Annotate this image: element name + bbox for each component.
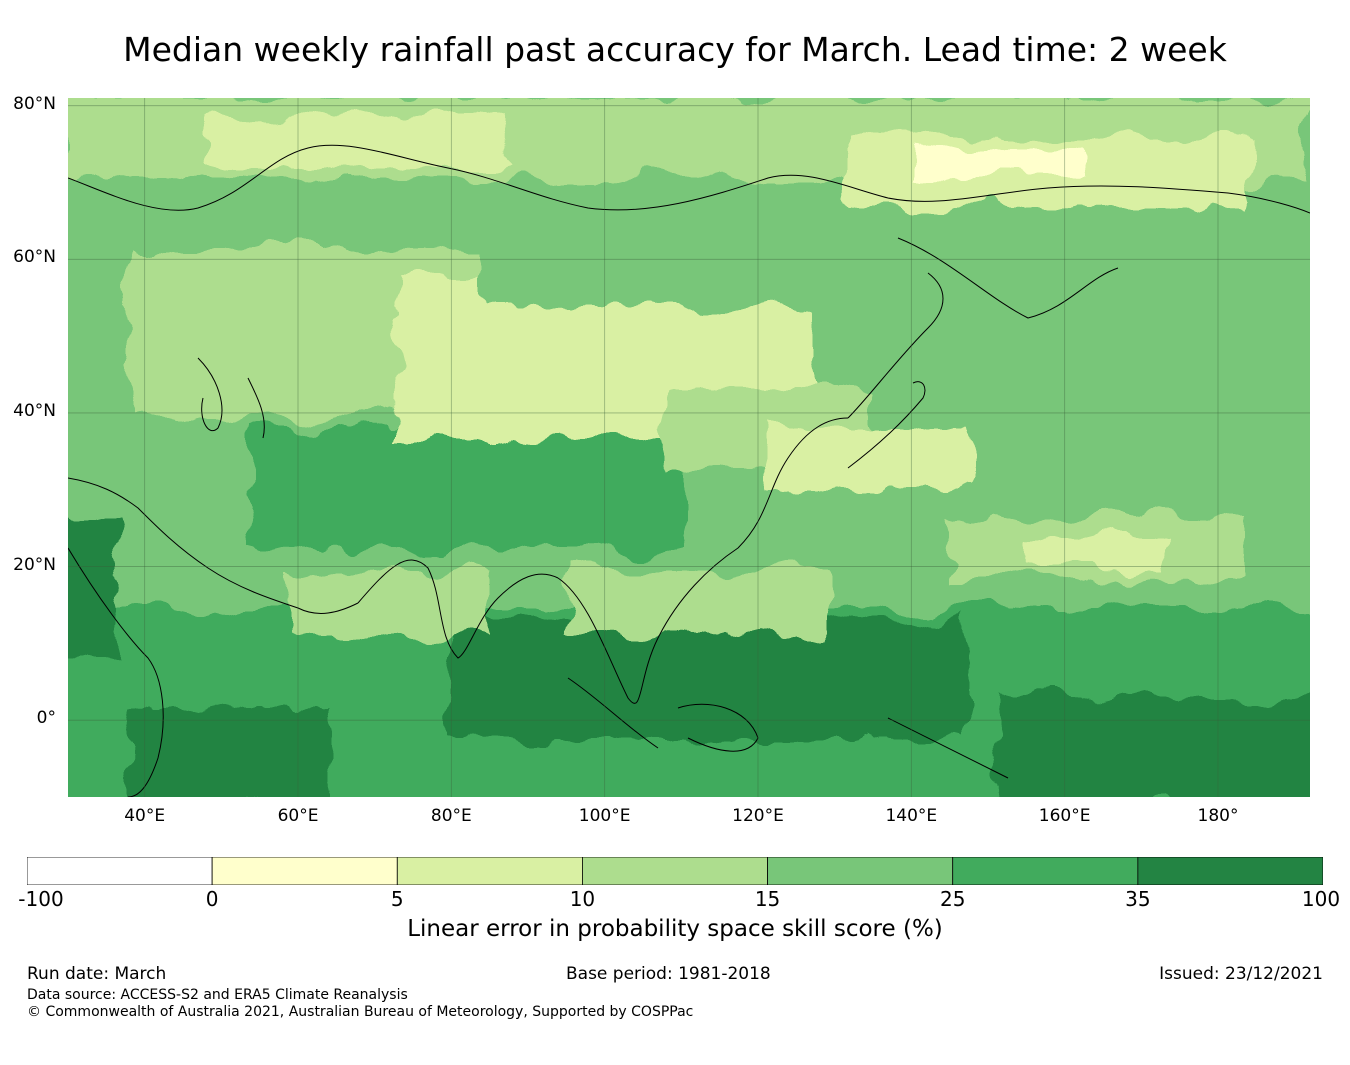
patch-npacific-5: [1028, 538, 1168, 568]
issued-date: Issued: 23/12/2021: [1159, 964, 1323, 984]
patch-siberia-0: [908, 148, 1088, 178]
chart-title: Median weekly rainfall past accuracy for…: [123, 30, 1227, 69]
latitude-label: 80°N: [13, 93, 56, 114]
colorbar-tick-label: -100: [18, 887, 64, 911]
coastlines: [68, 144, 1310, 797]
latitude-label: 40°N: [13, 400, 56, 421]
coast-newguinea: [887, 717, 1009, 779]
skill-map: [68, 98, 1310, 797]
patch-southasia-25: [248, 428, 688, 548]
colorbar-segment: [1137, 857, 1323, 885]
colorbar-segment: [952, 857, 1139, 885]
run-date: Run date: March: [27, 964, 167, 984]
coast-caspian: [197, 357, 265, 439]
patch-japan-5: [768, 428, 968, 488]
patch-arctic-5: [208, 118, 508, 168]
colorbar-tick-label: 5: [390, 887, 404, 911]
copyright: © Commonwealth of Australia 2021, Austra…: [27, 1004, 694, 1020]
longitude-label: 60°E: [277, 806, 319, 826]
colorbar-tick-label: 0: [205, 887, 219, 911]
coast-okhotsk: [897, 237, 1119, 319]
longitude-label: 180°: [1197, 806, 1239, 826]
skill-field-patches: [68, 98, 1310, 797]
colorbar-segment: [582, 857, 768, 885]
longitude-label: 140°E: [885, 806, 938, 826]
longitude-label: 80°E: [430, 806, 472, 826]
skill-map-canvas: [68, 98, 1310, 797]
longitude-label: 100°E: [578, 806, 631, 826]
coast-eafrica: [68, 547, 164, 797]
coast-indonesia: [567, 677, 759, 752]
colorbar: [27, 857, 1323, 885]
colorbar-tick-label: 10: [569, 887, 596, 911]
patch-kamchatka-15: [1028, 248, 1288, 358]
coast-arctic: [68, 144, 1310, 214]
colorbar-tick-label: 25: [939, 887, 966, 911]
patch-pacific-35: [998, 698, 1310, 797]
coast-seasia: [557, 417, 849, 704]
patch-arabian-sea-10: [288, 568, 488, 638]
patch-scs-10: [568, 568, 828, 638]
coast-arabia: [68, 477, 359, 614]
colorbar-label: Linear error in probability space skill …: [407, 916, 943, 942]
patch-eafrica-35: [128, 708, 328, 797]
coast-india: [357, 559, 559, 659]
colorbar-segment: [27, 857, 213, 885]
latitude-label: 0°: [36, 708, 56, 729]
data-source: Data source: ACCESS-S2 and ERA5 Climate …: [27, 987, 408, 1003]
colorbar-segment: [211, 857, 398, 885]
colorbar-tick-label: 35: [1125, 887, 1151, 911]
longitude-label: 160°E: [1038, 806, 1091, 826]
colorbar-tick-label: 15: [754, 887, 781, 911]
gridlines: [68, 98, 1310, 797]
coast-japan: [847, 381, 926, 469]
latitude-label: 60°N: [13, 247, 56, 268]
patch-siberia-15: [488, 178, 848, 308]
colorbar-segment: [767, 857, 954, 885]
longitude-label: 40°E: [124, 806, 166, 826]
longitude-label: 120°E: [732, 806, 784, 826]
colorbar-segment: [396, 857, 583, 885]
colorbar-tick-label: 100: [1301, 887, 1341, 911]
coast-eastasia: [847, 272, 944, 419]
base-period: Base period: 1981-2018: [566, 964, 771, 984]
latitude-label: 20°N: [13, 554, 56, 575]
